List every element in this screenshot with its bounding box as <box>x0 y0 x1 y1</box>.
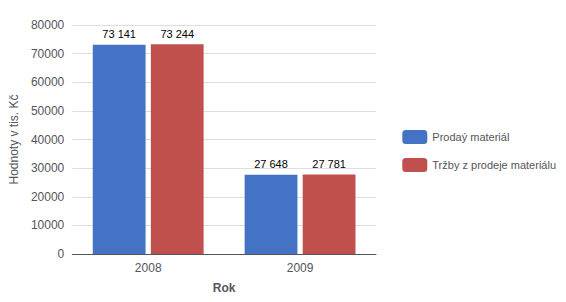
svg-text:Hodnoty v tis. Kč: Hodnoty v tis. Kč <box>7 94 21 184</box>
svg-text:10000: 10000 <box>31 218 65 232</box>
svg-text:27 648: 27 648 <box>254 158 288 170</box>
svg-text:2009: 2009 <box>287 261 314 275</box>
svg-text:Rok: Rok <box>213 281 236 295</box>
svg-text:73 141: 73 141 <box>102 28 136 40</box>
svg-text:73 244: 73 244 <box>160 28 194 40</box>
svg-text:50000: 50000 <box>31 104 65 118</box>
svg-text:40000: 40000 <box>31 133 65 147</box>
svg-text:60000: 60000 <box>31 75 65 89</box>
svg-text:27 781: 27 781 <box>312 158 346 170</box>
svg-text:20000: 20000 <box>31 190 65 204</box>
svg-text:2008: 2008 <box>135 261 162 275</box>
svg-text:Prodaý materiál: Prodaý materiál <box>432 131 509 143</box>
svg-text:Tržby z prodeje materiálu: Tržby z prodeje materiálu <box>432 159 556 171</box>
svg-text:80000: 80000 <box>31 18 65 32</box>
svg-text:70000: 70000 <box>31 47 65 61</box>
svg-text:30000: 30000 <box>31 161 65 175</box>
svg-text:0: 0 <box>58 247 65 261</box>
